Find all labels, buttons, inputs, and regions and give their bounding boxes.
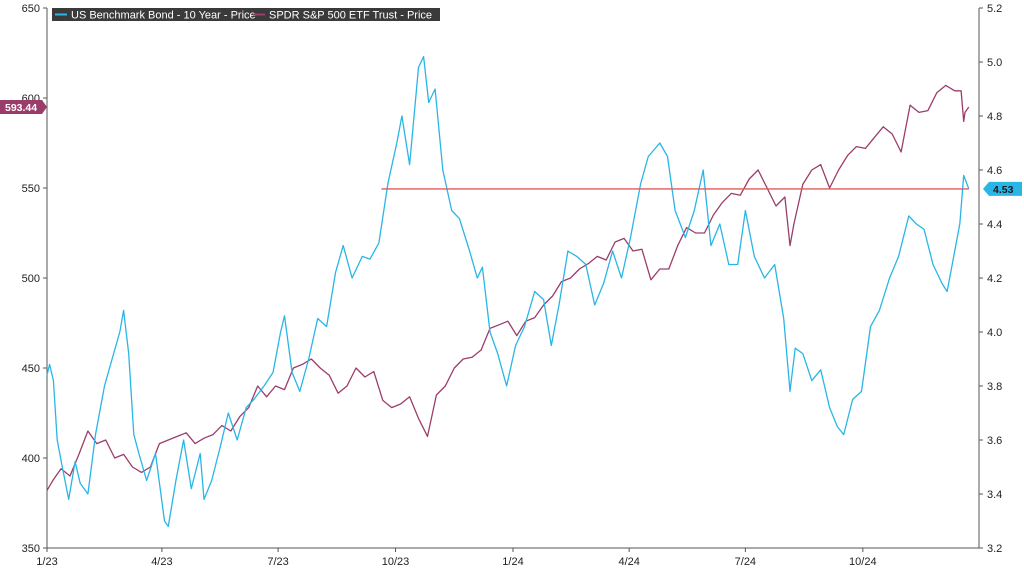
right-tick-label: 3.4 xyxy=(987,489,1002,501)
right-tick-label: 3.6 xyxy=(987,435,1002,447)
right-tick-label: 4.4 xyxy=(987,219,1002,231)
plot-frame xyxy=(46,8,980,549)
left-tick-label: 350 xyxy=(22,543,40,555)
x-tick-label: 10/23 xyxy=(382,556,410,568)
x-tick-label: 4/23 xyxy=(151,556,172,568)
x-tick-label: 1/23 xyxy=(36,556,57,568)
left-tick-label: 500 xyxy=(22,273,40,285)
legend-label-bond: US Benchmark Bond - 10 Year - Price xyxy=(71,10,256,22)
series-layer xyxy=(46,55,970,528)
right-tick-label: 3.2 xyxy=(987,543,1002,555)
legend-background xyxy=(52,8,440,21)
right-tick-label: 4.2 xyxy=(987,273,1002,285)
bond-last-value-flag-shape xyxy=(983,181,1022,196)
left-tick-label: 650 xyxy=(22,3,40,15)
right-tick-label: 4.0 xyxy=(987,327,1002,339)
x-tick-label: 1/24 xyxy=(502,556,523,568)
spy-last-value-flag-shape xyxy=(0,100,47,114)
bond-yield-line xyxy=(46,55,970,528)
x-axis: 1/23 4/23 7/23 10/23 1/24 4/24 7/24 10/24 xyxy=(36,548,877,568)
right-tick-label: 4.6 xyxy=(987,165,1002,177)
bond-last-value-text: 4.53 xyxy=(993,184,1014,196)
bond-last-value-flag: 4.53 xyxy=(983,181,1022,196)
right-tick-label: 3.8 xyxy=(987,381,1002,393)
right-tick-label: 5.0 xyxy=(987,57,1002,69)
legend-label-spy: SPDR S&P 500 ETF Trust - Price xyxy=(269,10,432,22)
x-tick-label: 7/24 xyxy=(735,556,756,568)
right-tick-label: 4.8 xyxy=(987,111,1002,123)
x-tick-label: 4/24 xyxy=(618,556,639,568)
spy-last-value-text: 593.44 xyxy=(5,102,37,114)
left-tick-label: 550 xyxy=(22,183,40,195)
x-tick-label: 10/24 xyxy=(849,556,877,568)
right-y-axis: 3.2 3.4 3.6 3.8 4.0 4.2 4.4 4.6 4.8 5.0 5.2 xyxy=(979,3,1002,555)
legend: US Benchmark Bond - 10 Year - Price SPDR… xyxy=(52,8,440,22)
x-tick-label: 7/23 xyxy=(267,556,288,568)
left-tick-label: 400 xyxy=(22,453,40,465)
spy-last-value-flag: 593.44 xyxy=(0,100,47,114)
spy-price-line xyxy=(46,84,970,491)
right-tick-label: 5.2 xyxy=(987,3,1002,15)
left-tick-label: 450 xyxy=(22,363,40,375)
